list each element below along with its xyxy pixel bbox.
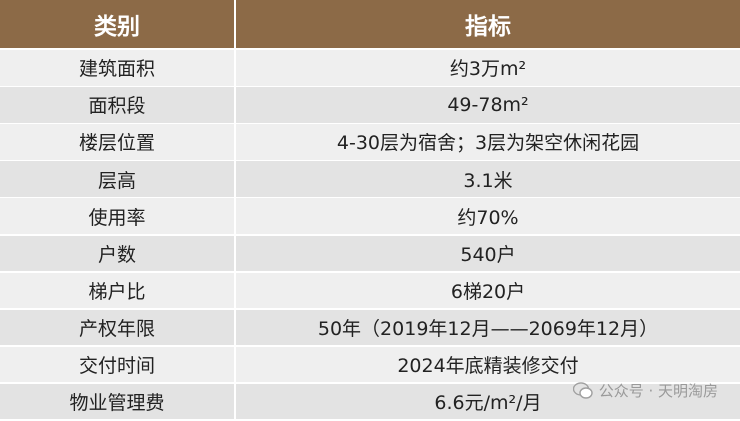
table-row: 建筑面积 约3万m² [0,50,740,86]
table-cell: 建筑面积 [0,50,234,86]
watermark-text: 公众号 · 天明淘房 [598,382,718,400]
table-cell: 约3万m² [236,50,740,86]
table-cell: 物业管理费 [0,383,234,420]
table-cell: 面积段 [0,87,234,123]
table-cell: 6梯20户 [236,272,740,309]
table-row: 面积段 49-78m² [0,87,740,123]
table-cell: 楼层位置 [0,124,234,160]
table-cell: 6.6元/m²/月 [236,383,740,420]
table-cell: 交付时间 [0,346,234,383]
table-cell: 50年（2019年12月——2069年12月） [236,309,740,346]
table-row: 使用率 约70% [0,198,740,234]
table-row: 楼层位置 4-30层为宿舍；3层为架空休闲花园 [0,124,740,160]
table-cell: 产权年限 [0,309,234,346]
table-cell: 4-30层为宿舍；3层为架空休闲花园 [236,124,740,160]
watermark: 公众号 · 天明淘房 [572,380,718,401]
table-cell: 3.1米 [236,161,740,197]
table-cell: 540户 [236,235,740,272]
table-row: 交付时间 2024年底精装修交付 [0,346,740,383]
table-cell: 层高 [0,161,234,197]
table-cell: 梯户比 [0,272,234,309]
table-row: 层高 3.1米 [0,161,740,197]
header-row: 类别 指标 [0,0,740,48]
table-cell: 使用率 [0,198,234,234]
table-cell: 约70% [236,198,740,234]
wechat-icon [572,381,593,399]
header-cell: 指标 [236,0,740,48]
table-cell: 49-78m² [236,87,740,123]
header-cell: 类别 [0,0,234,48]
table-cell: 2024年底精装修交付 [236,346,740,383]
table-cell: 户数 [0,235,234,272]
table-row: 物业管理费 6.6元/m²/月 [0,383,740,420]
table-row: 户数 540户 [0,235,740,272]
table-row: 产权年限 50年（2019年12月——2069年12月） [0,309,740,346]
table-row: 梯户比 6梯20户 [0,272,740,309]
